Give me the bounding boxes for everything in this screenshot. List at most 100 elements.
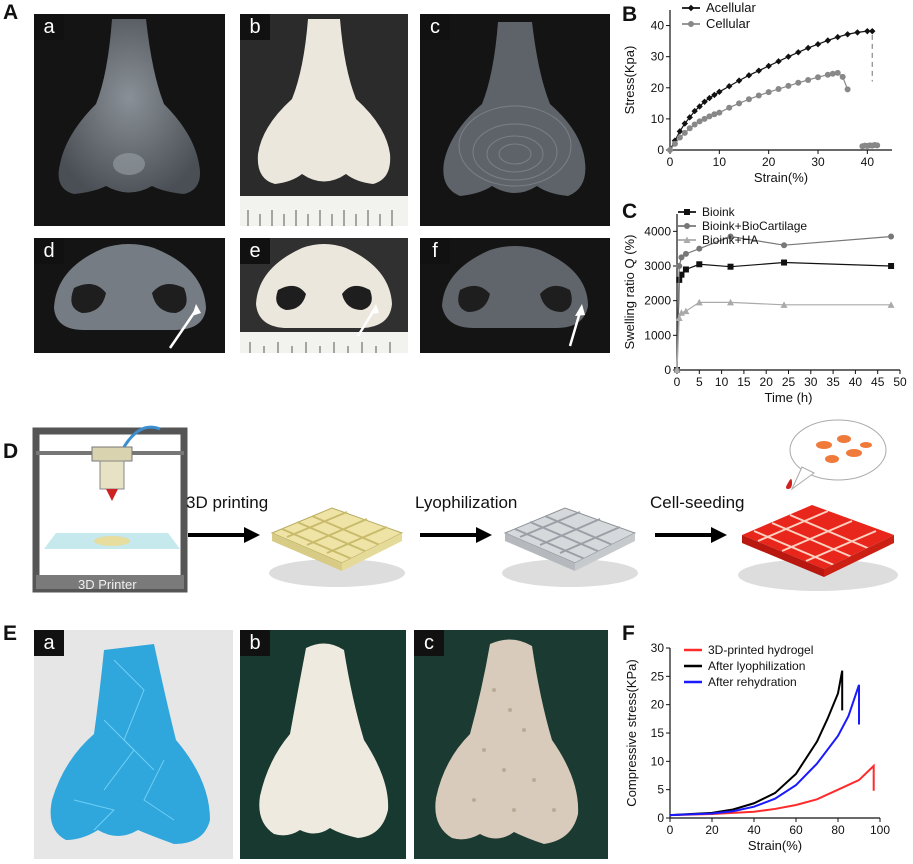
sublabel-b: b (240, 14, 270, 40)
y-tick-label: 4000 (644, 224, 671, 238)
legend-marker (688, 21, 694, 27)
photo-c-scan-front: c (420, 14, 610, 226)
step-label-lyophilization: Lyophilization (415, 493, 518, 512)
data-point (775, 58, 782, 65)
data-point (667, 147, 673, 153)
series-line (669, 763, 875, 817)
legend-label: Bioink (702, 205, 736, 219)
data-point (675, 314, 683, 321)
data-point (745, 96, 752, 103)
chart-c-swelling-ratio: 0 5 10 15 20 25 30 35 40 45 50 0 1000 2000 3000 4000 Tim… (622, 205, 907, 405)
y-tick-label: 20 (651, 698, 665, 712)
y-axis-label: Stress(Kpa) (622, 46, 637, 115)
data-point (874, 142, 881, 149)
cell-seeded-scaffold-illustration (738, 419, 898, 591)
legend-marker (687, 4, 695, 12)
data-point (755, 67, 762, 74)
data-point (678, 254, 685, 261)
legend-label: Cellular (706, 16, 751, 31)
data-point (869, 27, 876, 35)
x-axis-label: Strain(%) (748, 838, 802, 853)
x-tick-label: 0 (667, 155, 674, 169)
data-point (755, 92, 762, 99)
sublabel-e-c: c (414, 630, 444, 656)
data-point (682, 250, 689, 257)
data-point (727, 233, 734, 240)
photo-f-scan-bottom: f (420, 238, 610, 353)
y-tick-label: 30 (651, 50, 665, 64)
arrow-icon (420, 527, 492, 543)
data-point (696, 118, 703, 125)
data-point (735, 77, 743, 84)
photo-d-model-bottom: d (34, 238, 225, 353)
legend-label: Acellular (706, 0, 757, 15)
x-tick-label: 30 (811, 155, 825, 169)
legend-label: Bioink+BioCartilage (702, 219, 807, 233)
legend-marker (683, 236, 691, 243)
y-tick-label: 1000 (644, 328, 671, 342)
x-tick-label: 40 (747, 823, 761, 837)
x-tick-label: 50 (893, 375, 907, 389)
x-tick-label: 100 (870, 823, 890, 837)
sublabel-e: e (240, 238, 270, 264)
photo-e-c-lyophilized: c (414, 630, 608, 859)
x-tick-label: 15 (737, 375, 751, 389)
x-tick-label: 20 (760, 375, 774, 389)
x-tick-label: 0 (667, 823, 674, 837)
legend-label: After rehydration (708, 675, 797, 689)
y-tick-label: 10 (651, 112, 665, 126)
x-axis-label: Strain(%) (754, 170, 808, 185)
data-point (765, 89, 772, 96)
yellow-scaffold-illustration (269, 507, 405, 587)
y-tick-label: 5 (657, 783, 664, 797)
panel-letter-b: B (622, 3, 638, 26)
panel-letter-a: A (3, 1, 19, 24)
sublabel-e-b: b (240, 630, 270, 656)
data-point (775, 86, 782, 93)
x-tick-label: 20 (762, 155, 776, 169)
x-tick-label: 35 (826, 375, 840, 389)
sublabel-e-a: a (34, 630, 64, 656)
panel-letter-c: C (622, 200, 638, 223)
photo-b-printed-front: b (240, 14, 408, 226)
data-point (888, 233, 895, 240)
data-point (681, 129, 688, 136)
series-line (669, 684, 860, 817)
data-point (839, 73, 846, 80)
gray-scaffold-illustration (502, 507, 638, 587)
chart-f-compressive-stress: 0 20 40 60 80 100 0 5 10 15 20 25 30 Strain(%) Compres… (624, 641, 890, 853)
legend-marker (684, 209, 690, 215)
data-point (677, 309, 685, 316)
data-point (781, 259, 788, 266)
data-point (834, 69, 841, 76)
data-point (691, 121, 698, 128)
legend-label: 3D-printed hydrogel (708, 643, 813, 657)
series-line (669, 670, 844, 817)
data-point (701, 98, 708, 105)
x-tick-label: 10 (715, 375, 729, 389)
data-point (726, 83, 733, 90)
data-point (888, 263, 895, 269)
data-point (765, 62, 772, 70)
sublabel-d: d (34, 238, 64, 264)
printed-hydrogel-nose-image (259, 643, 389, 838)
x-tick-label: 5 (696, 375, 703, 389)
data-point (686, 125, 693, 132)
panel-letter-e: E (3, 622, 18, 645)
photo-e-printed-bottom: e (240, 238, 408, 353)
legend-label: After lyophilization (708, 659, 805, 673)
step-label-3d-printing: 3D printing (186, 493, 269, 512)
y-tick-label: 15 (651, 726, 665, 740)
data-point (711, 111, 718, 118)
data-point (785, 82, 792, 89)
y-tick-label: 25 (651, 669, 665, 683)
sublabel-c: c (420, 14, 450, 40)
scanned-nose-bottom-image (442, 246, 588, 347)
nose-model-bottom-image (54, 244, 206, 349)
data-point (678, 271, 685, 278)
x-tick-label: 10 (713, 155, 727, 169)
data-point (736, 100, 743, 107)
nose-model-front-image (58, 19, 200, 194)
data-point (805, 77, 812, 83)
x-tick-label: 0 (674, 375, 681, 389)
